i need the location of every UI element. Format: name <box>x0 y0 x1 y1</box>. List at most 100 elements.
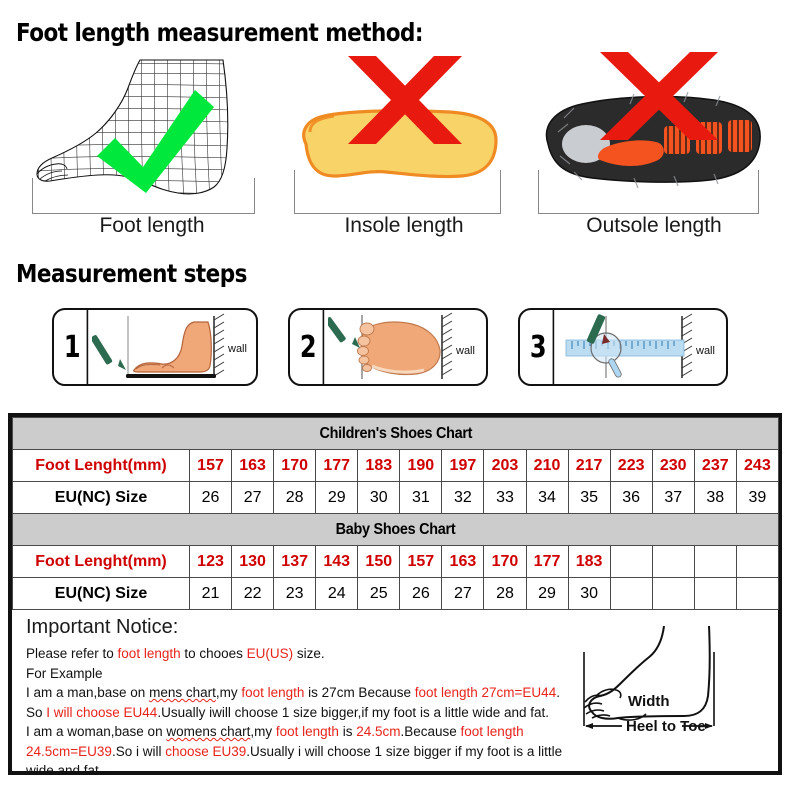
cell: 30 <box>567 577 611 610</box>
cell: 157 <box>188 449 233 482</box>
illustration-panels: Foot length Insole length <box>0 48 790 248</box>
panel-foot-length: Foot length <box>18 48 286 248</box>
notice-text: I am a man,base on <box>26 685 150 700</box>
cell: 170 <box>273 449 317 482</box>
cell: 28 <box>483 577 527 610</box>
page-title: Foot length measurement method: <box>16 18 424 47</box>
notice-line: 24.5cm=EU39.So i will choose EU39.Usuall… <box>26 742 562 762</box>
panel-caption-insole: Insole length <box>344 214 464 237</box>
cell-empty <box>735 545 779 578</box>
cell: 163 <box>441 545 485 578</box>
cell: 197 <box>441 449 485 482</box>
ruler-icon <box>565 339 685 357</box>
cell: 29 <box>525 577 569 610</box>
cell: 177 <box>315 449 359 482</box>
cell: 33 <box>483 481 527 514</box>
step-2-illustration: wall <box>328 310 486 384</box>
children-shoes-table: Children's Shoes Chart Foot Lenght(mm) 1… <box>12 417 779 610</box>
wall-hatch <box>441 312 453 379</box>
notice-text: 24.5cm <box>356 724 401 739</box>
cell: 36 <box>609 481 653 514</box>
outsole-illustration <box>534 48 774 216</box>
notice-text: mens chart <box>149 685 216 700</box>
notice-text: I will choose EU44 <box>46 704 158 720</box>
notice-text: 24.5cm=EU39 <box>26 743 112 759</box>
width-label: Width <box>628 693 670 710</box>
size-chart-table: Children's Shoes Chart Foot Lenght(mm) 1… <box>8 413 782 778</box>
row-label-eu-size: EU(NC) Size <box>12 577 190 610</box>
notice-text: For Example <box>26 665 103 681</box>
notice-text: foot length <box>117 646 181 661</box>
cell-empty <box>651 545 695 578</box>
cell-empty <box>693 577 737 610</box>
notice-line: Please refer to foot length to chooes EU… <box>26 644 546 664</box>
cell-empty <box>735 577 779 610</box>
table-band-row: Baby Shoes Chart <box>12 513 779 546</box>
cell: 137 <box>273 545 317 578</box>
cell: 243 <box>735 449 779 482</box>
panel-outsole-length: Outsole length <box>534 48 774 248</box>
notice-line: So I will choose EU44.Usually iwill choo… <box>26 703 549 723</box>
cell: 27 <box>231 481 275 514</box>
notice-text: size. <box>293 646 325 661</box>
cell: 23 <box>273 577 317 610</box>
cell: 183 <box>567 545 611 578</box>
notice-text: .So i will <box>111 743 166 759</box>
pencil-icon <box>328 317 360 348</box>
notice-title: Important Notice: <box>26 616 179 638</box>
notice-text: is <box>338 724 357 739</box>
step-2-wall-label: wall <box>455 345 475 357</box>
cross-mark <box>600 52 718 140</box>
notice-text: foot length <box>241 685 305 700</box>
notice-text: to chooes <box>180 646 247 661</box>
notice-text: I am a woman,base on <box>26 724 167 739</box>
cell: 26 <box>399 577 443 610</box>
row-label-foot-length: Foot Lenght(mm) <box>12 449 190 482</box>
cell: 190 <box>399 449 443 482</box>
cell: 150 <box>357 545 401 578</box>
step-3-illustration: wall <box>558 310 726 384</box>
panel-caption-foot: Foot length <box>99 214 205 237</box>
step-1-illustration: wall <box>92 310 256 384</box>
cell: 237 <box>693 449 737 482</box>
notice-text: .Because <box>400 724 461 739</box>
cell: 210 <box>525 449 569 482</box>
cell: 223 <box>609 449 653 482</box>
cell: 37 <box>651 481 695 514</box>
table-row: EU(NC) Size 26 27 28 29 30 31 32 33 34 3… <box>12 481 779 514</box>
cell: 230 <box>651 449 695 482</box>
notice-text: Please refer to <box>26 646 118 661</box>
step-2-number: 2 <box>294 310 325 384</box>
cell: 123 <box>188 545 233 578</box>
cross-mark <box>348 56 462 144</box>
cell: 38 <box>693 481 737 514</box>
step-3: 3 <box>518 308 728 386</box>
cell: 31 <box>399 481 443 514</box>
cell: 24 <box>315 577 359 610</box>
cell: 35 <box>567 481 611 514</box>
row-label-foot-length: Foot Lenght(mm) <box>12 545 190 578</box>
magnifier-icon <box>590 332 622 378</box>
cell: 157 <box>399 545 443 578</box>
cell: 217 <box>567 449 611 482</box>
notice-text: foot length 27cm=EU44 <box>414 685 557 700</box>
cell: 203 <box>483 449 527 482</box>
step-1: 1 <box>52 308 258 386</box>
cell: 21 <box>188 577 233 610</box>
notice-text: choose EU39 <box>165 743 247 759</box>
cell: 30 <box>357 481 401 514</box>
table-band-row: Children's Shoes Chart <box>12 417 779 450</box>
important-notice-section: Important Notice: Please refer to foot l… <box>12 612 778 778</box>
notice-text: womens chart <box>166 724 251 739</box>
notice-text: foot length <box>460 724 524 739</box>
cell: 25 <box>357 577 401 610</box>
step-3-number: 3 <box>524 310 555 384</box>
panel-caption-outsole: Outsole length <box>586 214 722 237</box>
baby-chart-title: Baby Shoes Chart <box>12 513 779 546</box>
notice-line: wide and fat... <box>26 761 546 781</box>
row-label-eu-size: EU(NC) Size <box>12 481 190 514</box>
measurement-steps: 1 <box>0 300 790 395</box>
notice-line: I am a woman,base on womens chart,my foo… <box>26 722 546 742</box>
notice-text: foot length <box>275 724 339 739</box>
pencil-icon <box>92 335 126 370</box>
